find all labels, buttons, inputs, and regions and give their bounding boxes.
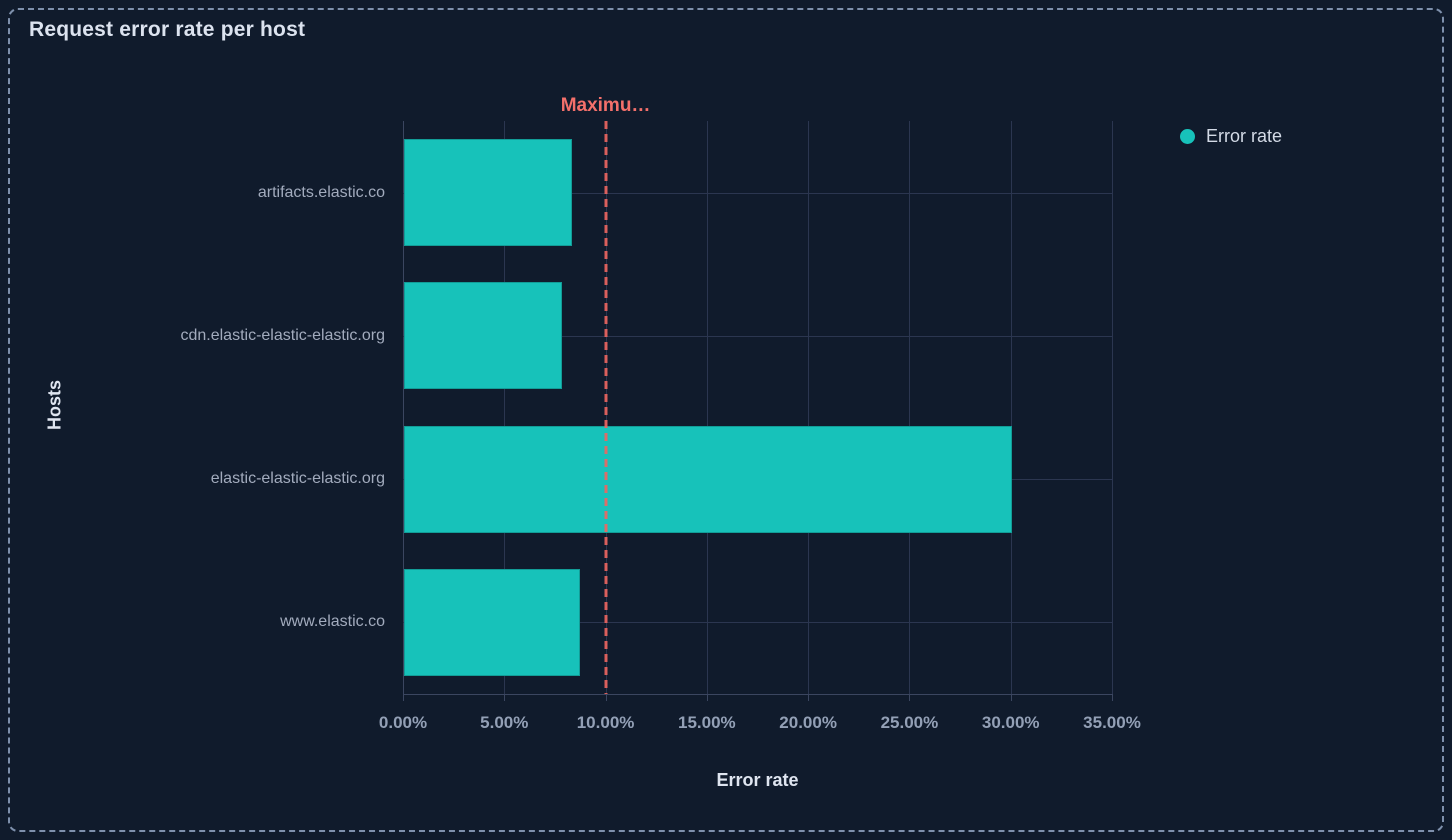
x-tick-mark — [706, 694, 708, 701]
x-tick-mark — [605, 694, 607, 701]
annotation-label: Maximu… — [560, 95, 651, 116]
gridline-horizontal — [403, 622, 1112, 624]
y-axis-line — [403, 121, 404, 694]
legend-item-error-rate[interactable]: Error rate — [1180, 126, 1282, 147]
legend-item-label: Error rate — [1206, 126, 1283, 146]
bar-www.elastic.co[interactable] — [404, 568, 581, 676]
gridline-horizontal — [403, 192, 1112, 194]
x-axis-title: Error rate — [716, 770, 799, 790]
y-category-label: artifacts.elastic.co — [257, 183, 385, 201]
x-axis-line — [403, 694, 1112, 695]
gridline-vertical — [1010, 121, 1012, 694]
plot-area: 0.00% 5.00% 10.00% 15.00% 20.00% 25.00% 30.00%… — [180, 95, 1140, 732]
gridline-vertical — [808, 121, 810, 694]
bar-artifacts.elastic.co[interactable] — [404, 139, 573, 247]
x-tick-mark — [403, 694, 404, 701]
x-tick-label: 25.00% — [880, 713, 939, 732]
x-tick-label: 30.00% — [981, 713, 1040, 732]
gridline-vertical — [504, 121, 506, 694]
chart-title: Request error rate per host — [29, 18, 306, 41]
y-axis-title: Hosts — [44, 379, 65, 431]
bar-cdn.elastic-elastic-elastic.org[interactable] — [404, 282, 562, 390]
gridline-vertical — [909, 121, 911, 694]
y-category-label: www.elastic.co — [280, 613, 385, 631]
gridline-vertical — [1112, 121, 1113, 694]
gridline-horizontal — [403, 335, 1112, 337]
annotation-threshold-line — [604, 121, 608, 694]
x-tick-label: 15.00% — [678, 713, 736, 732]
x-tick-mark — [808, 694, 810, 701]
x-tick-mark — [909, 694, 911, 701]
x-tick-mark — [504, 694, 506, 701]
y-category-label: elastic-elastic-elastic.org — [210, 470, 385, 488]
x-tick-label: 10.00% — [576, 713, 635, 732]
x-tick-label: 35.00% — [1083, 713, 1141, 732]
x-tick-label: 0.00% — [378, 713, 428, 732]
x-tick-mark — [1112, 694, 1113, 701]
bar-elastic-elastic-elastic.org[interactable] — [404, 425, 1012, 533]
x-tick-mark — [1010, 694, 1012, 701]
legend: Error rate — [1180, 126, 1282, 147]
gridline-vertical — [706, 121, 708, 694]
x-tick-label: 20.00% — [779, 713, 837, 732]
legend-dot-icon — [1180, 129, 1195, 144]
x-tick-label: 5.00% — [480, 713, 529, 732]
y-category-label: cdn.elastic-elastic-elastic.org — [180, 326, 385, 344]
